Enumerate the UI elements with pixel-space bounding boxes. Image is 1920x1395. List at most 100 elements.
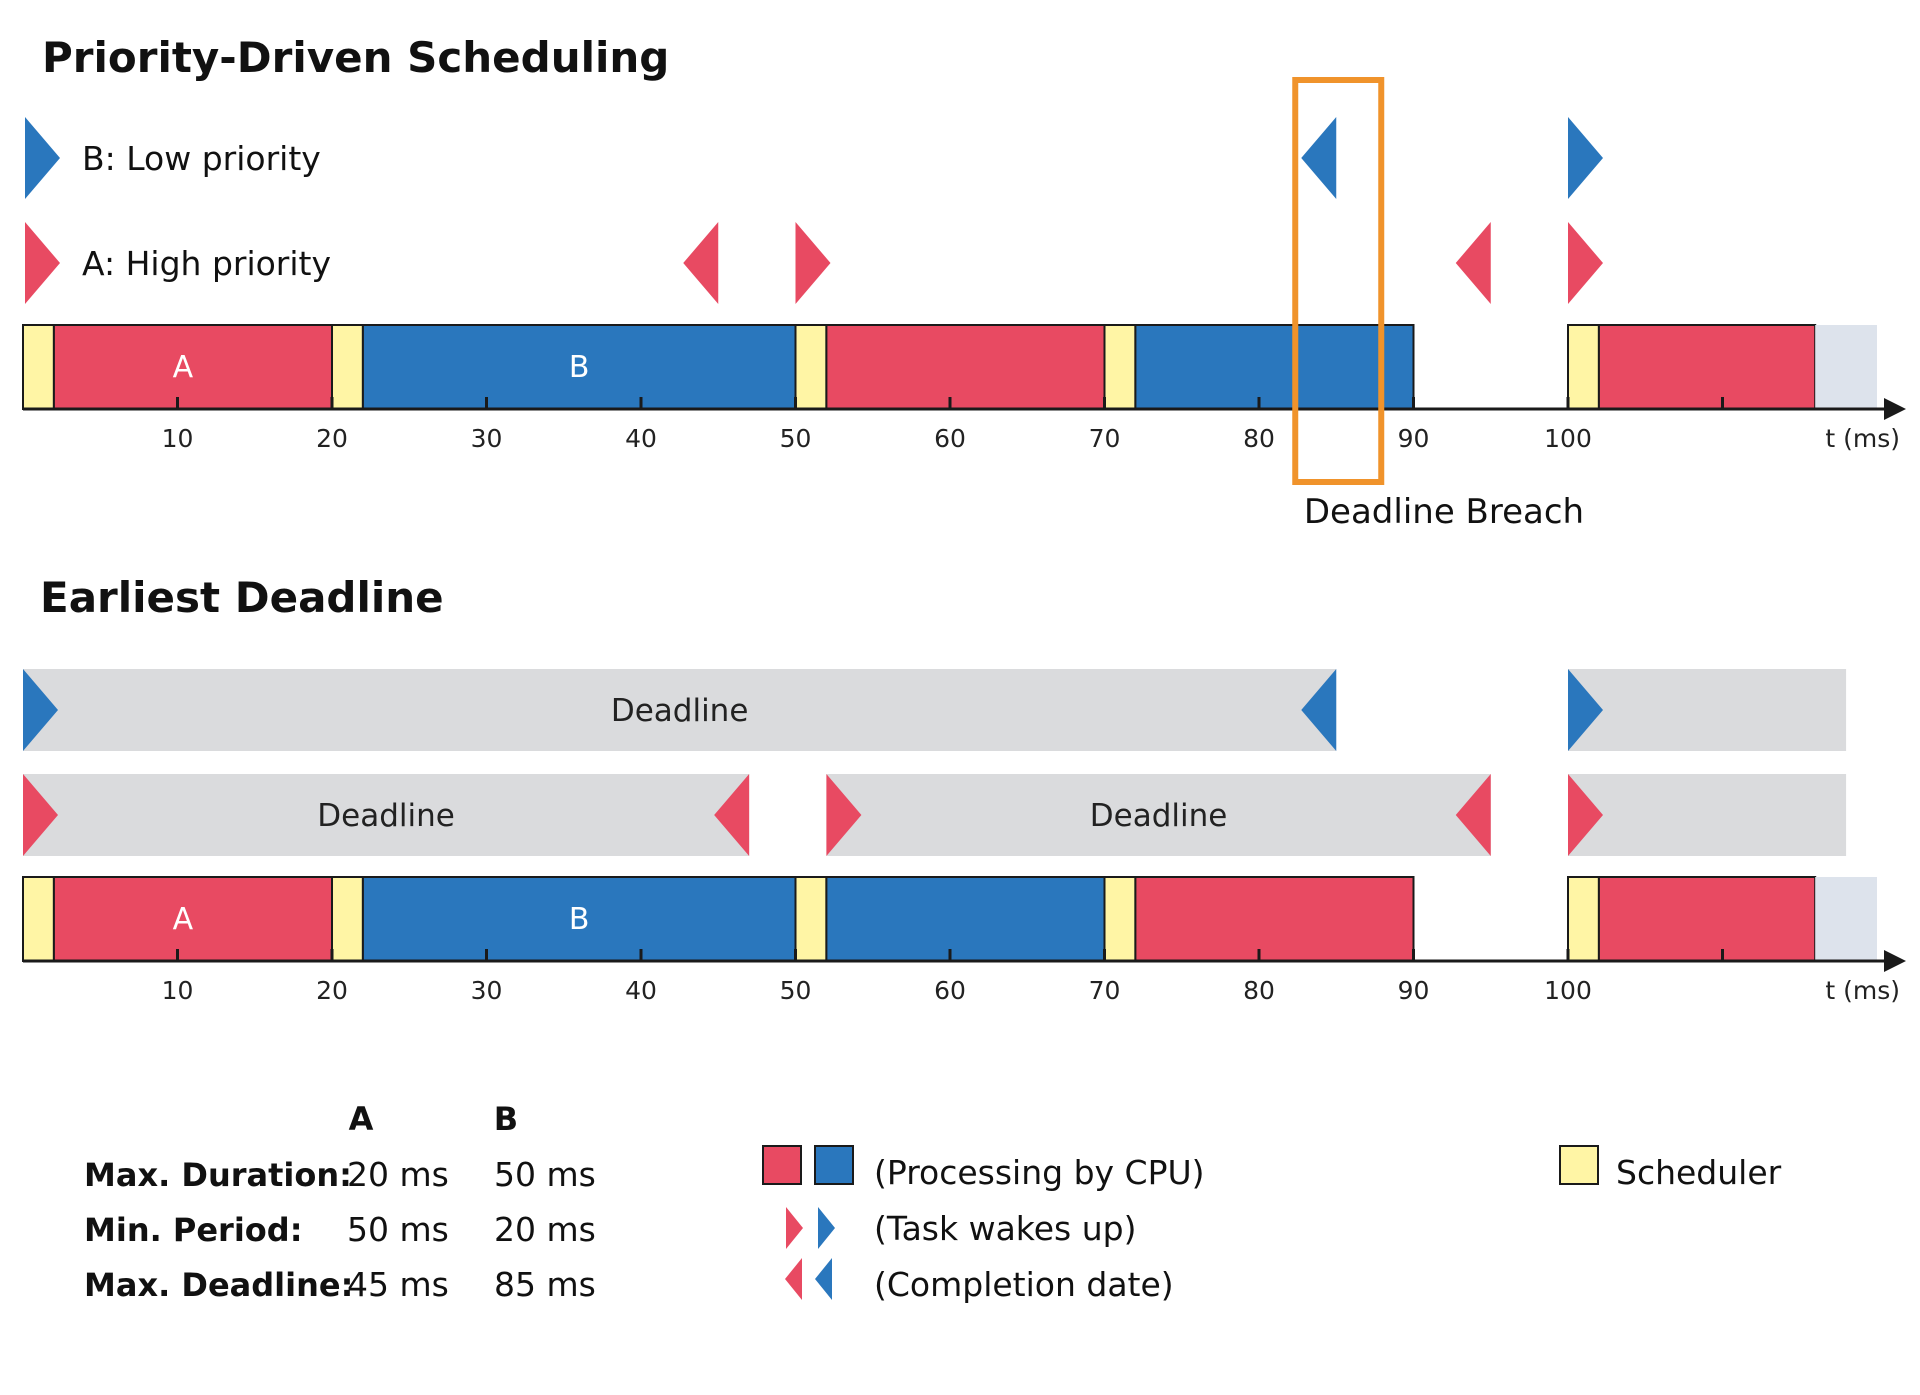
- deadline-band: [1568, 774, 1847, 856]
- axis-tick-label: 90: [1398, 424, 1430, 453]
- legend-b-wake-icon: [25, 117, 60, 199]
- table-header-a: A: [349, 1100, 374, 1138]
- axis-tick-label: 70: [1089, 424, 1121, 453]
- key-wake-label: (Task wakes up): [874, 1209, 1136, 1248]
- completion-marker-icon: [1455, 222, 1491, 304]
- axis-tick-label: 30: [471, 424, 503, 453]
- scheduler-block: [1103, 324, 1137, 410]
- axis-tick-label: 30: [471, 976, 503, 1005]
- completion-marker-icon: [1455, 774, 1491, 856]
- task-a-block: [1597, 324, 1817, 410]
- task-a-block: [825, 324, 1106, 410]
- scheduler-block: [794, 876, 828, 962]
- axis-tick-label: 100: [1544, 424, 1592, 453]
- table-cell-b: 20 ms: [494, 1210, 596, 1249]
- axis-tick-label: 100: [1544, 976, 1592, 1005]
- key-processing-label: (Processing by CPU): [874, 1153, 1205, 1192]
- scheduler-block: [1103, 876, 1137, 962]
- deadline-breach-highlight: [1292, 77, 1385, 485]
- scheduler-block: [1567, 324, 1600, 410]
- edf-title: Earliest Deadline: [40, 573, 444, 622]
- axis-tick-label: 80: [1243, 424, 1275, 453]
- deadline-band: [23, 669, 1337, 751]
- block-label: B: [569, 902, 590, 937]
- priority-markers-a: [683, 222, 1603, 304]
- scheduler-block: [22, 324, 55, 410]
- key-wake-a-icon: [786, 1207, 803, 1249]
- legend-a-wake-icon: [25, 222, 60, 304]
- table-row-label: Max. Duration:: [84, 1156, 352, 1194]
- key-scheduler-label: Scheduler: [1616, 1153, 1782, 1192]
- table-cell-a: 45 ms: [347, 1265, 449, 1304]
- deadline-band: [826, 774, 1491, 856]
- axis-unit-label: t (ms): [1825, 976, 1900, 1005]
- table-cell-a: 20 ms: [347, 1155, 449, 1194]
- table-row-label: Min. Period:: [84, 1211, 302, 1249]
- wake-marker-icon: [1568, 222, 1603, 304]
- wake-marker-icon: [795, 222, 831, 304]
- axis-unit-label: t (ms): [1825, 424, 1900, 453]
- idle-block: [1815, 877, 1877, 961]
- axis-tick-label: 60: [934, 424, 966, 453]
- block-label: B: [569, 350, 590, 385]
- wake-marker-icon: [23, 774, 58, 856]
- task-b-block: [361, 324, 797, 410]
- edf-axis: 10 20 30 40 50 60 70 80 90 100 t (ms): [22, 877, 1906, 1005]
- scheduler-block: [331, 876, 364, 962]
- idle-block: [1815, 325, 1877, 409]
- axis-tick-label: 50: [780, 976, 812, 1005]
- deadline-label: Deadline: [1090, 798, 1228, 834]
- wake-marker-icon: [1568, 669, 1603, 751]
- axis-tick-label: 20: [316, 424, 348, 453]
- axis-tick-label: 90: [1398, 976, 1430, 1005]
- task-a-block: [52, 324, 334, 410]
- wake-marker-icon: [826, 774, 862, 856]
- key-swatch-b: [814, 1145, 854, 1185]
- table-header-b: B: [494, 1100, 518, 1138]
- deadline-band: [1568, 669, 1847, 751]
- key-completion-label: (Completion date): [874, 1265, 1174, 1304]
- scheduler-block: [1567, 876, 1600, 962]
- priority-title: Priority-Driven Scheduling: [42, 33, 669, 82]
- deadline-breach-label: Deadline Breach: [1304, 492, 1584, 532]
- task-b-block: [361, 876, 797, 962]
- wake-marker-icon: [1568, 117, 1603, 199]
- completion-marker-icon: [1301, 669, 1337, 751]
- table-row-label: Max. Deadline:: [84, 1266, 353, 1304]
- axis-tick-label: 20: [316, 976, 348, 1005]
- key-swatch-a: [762, 1145, 802, 1185]
- table-cell-b: 50 ms: [494, 1155, 596, 1194]
- axis-tick-label: 40: [625, 424, 657, 453]
- axis-tick-label: 50: [780, 424, 812, 453]
- axis-tick-label: 70: [1089, 976, 1121, 1005]
- block-label: A: [173, 350, 194, 385]
- task-b-block: [825, 876, 1106, 962]
- axis-tick-label: 80: [1243, 976, 1275, 1005]
- task-b-block: [1134, 324, 1415, 410]
- completion-marker-icon: [1301, 117, 1337, 199]
- block-label: A: [173, 902, 194, 937]
- axis-tick-label: 40: [625, 976, 657, 1005]
- wake-marker-icon: [1568, 774, 1603, 856]
- legend-b-label: B: Low priority: [82, 139, 321, 178]
- scheduler-block: [794, 324, 828, 410]
- completion-marker-icon: [683, 222, 719, 304]
- symbol-key: (Processing by CPU) (Task wakes up) (Com…: [762, 1145, 1782, 1304]
- key-wake-b-icon: [818, 1207, 835, 1249]
- task-a-block: [1134, 876, 1415, 962]
- edf-deadline-bands-b: Deadline: [23, 669, 1847, 751]
- key-swatch-scheduler: [1559, 1145, 1599, 1185]
- axis-arrow-icon: [1884, 950, 1906, 972]
- wake-marker-icon: [23, 669, 58, 751]
- priority-axis: 10 20 30 40 50 60 70 80 90 100 t (ms): [22, 325, 1906, 453]
- deadline-label: Deadline: [317, 798, 455, 834]
- scheduler-block: [331, 324, 364, 410]
- deadline-label: Deadline: [611, 693, 749, 729]
- legend-a-label: A: High priority: [82, 244, 331, 283]
- axis-tick-label: 60: [934, 976, 966, 1005]
- priority-markers-b: [1301, 117, 1603, 199]
- scheduler-block: [22, 876, 55, 962]
